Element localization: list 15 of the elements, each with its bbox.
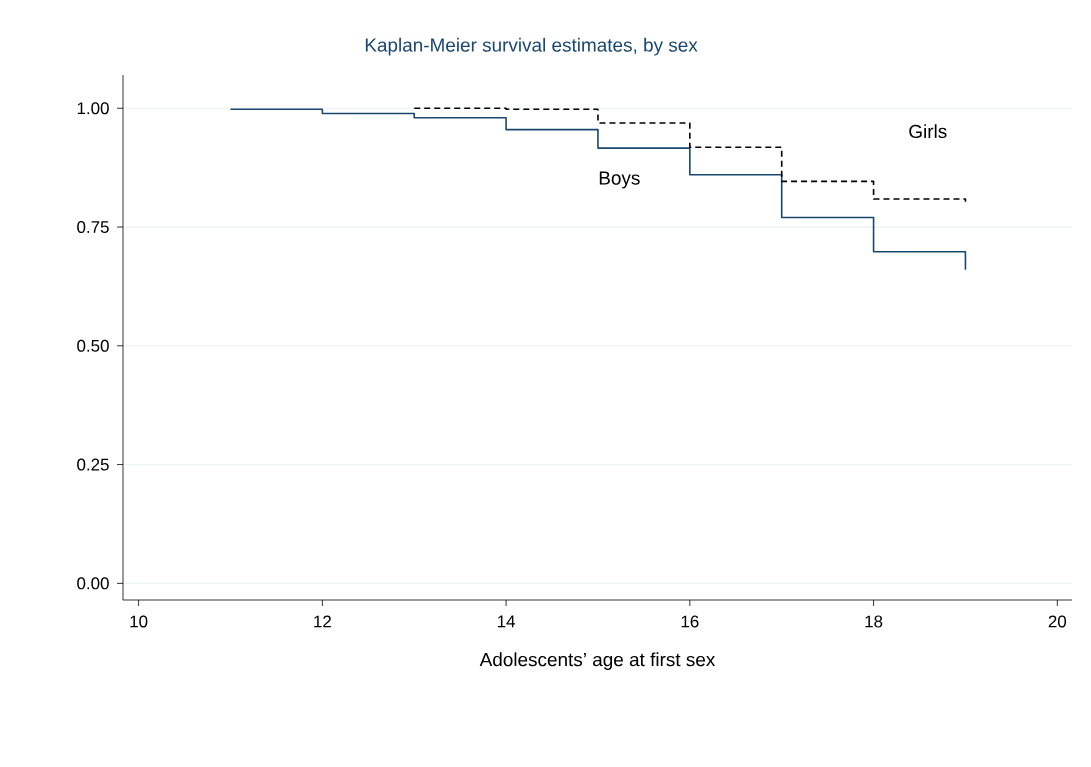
x-axis-title: Adolescents’ age at first sex: [479, 652, 716, 670]
x-tick-label: 20: [1048, 615, 1067, 628]
x-tick-label: 18: [865, 615, 883, 628]
y-tick-label: 0.00: [77, 577, 109, 590]
x-tick-label: 16: [681, 615, 699, 628]
x-tick-label: 12: [314, 615, 331, 628]
annotation: Girls: [909, 124, 947, 139]
annotation: Boys: [599, 171, 640, 189]
x-tick-label: 10: [130, 615, 148, 628]
y-tick-label: 1.00: [77, 102, 109, 115]
y-tick-label: 0.25: [77, 458, 109, 471]
x-tick-label: 14: [497, 615, 516, 628]
y-tick-label: 0.75: [77, 221, 109, 234]
chart-title: Kaplan-Meier survival estimates, by sex: [365, 37, 698, 56]
y-tick-label: 0.50: [77, 339, 109, 352]
